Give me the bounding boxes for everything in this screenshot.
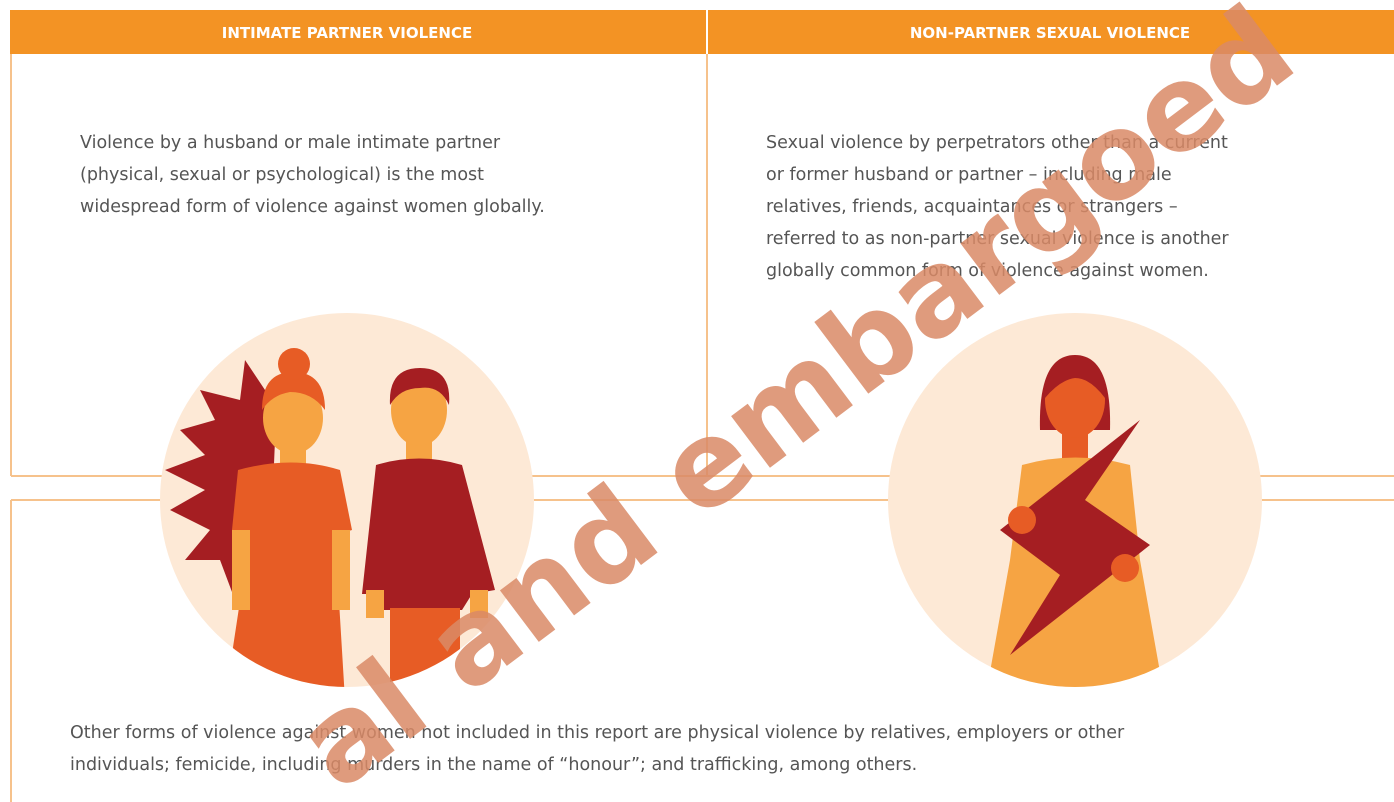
text-line: Other forms of violence against women no…	[70, 723, 1125, 743]
text-line: Violence by a husband or male intimate p…	[80, 133, 501, 153]
text-line: globally common form of violence against…	[766, 261, 1209, 281]
panel-text: Violence by a husband or male intimate p…	[80, 133, 1229, 281]
text-line: Sexual violence by perpetrators other th…	[766, 133, 1228, 153]
illustration-woman	[888, 313, 1262, 687]
illustration-couple	[160, 313, 534, 687]
text-line: or former husband or partner – including…	[766, 165, 1172, 185]
text-line: individuals; femicide, including murders…	[70, 755, 917, 775]
text-line: referred to as non-partner sexual violen…	[766, 229, 1229, 249]
panel-title: INTIMATE PARTNER VIOLENCE	[222, 24, 472, 42]
panel-title: NON-PARTNER SEXUAL VIOLENCE	[910, 24, 1190, 42]
text-line: relatives, friends, acquaintances or str…	[766, 197, 1178, 217]
text-line: (physical, sexual or psychological) is t…	[80, 165, 484, 185]
text-line: widespread form of violence against wome…	[80, 197, 545, 217]
header-bar	[10, 10, 1394, 54]
